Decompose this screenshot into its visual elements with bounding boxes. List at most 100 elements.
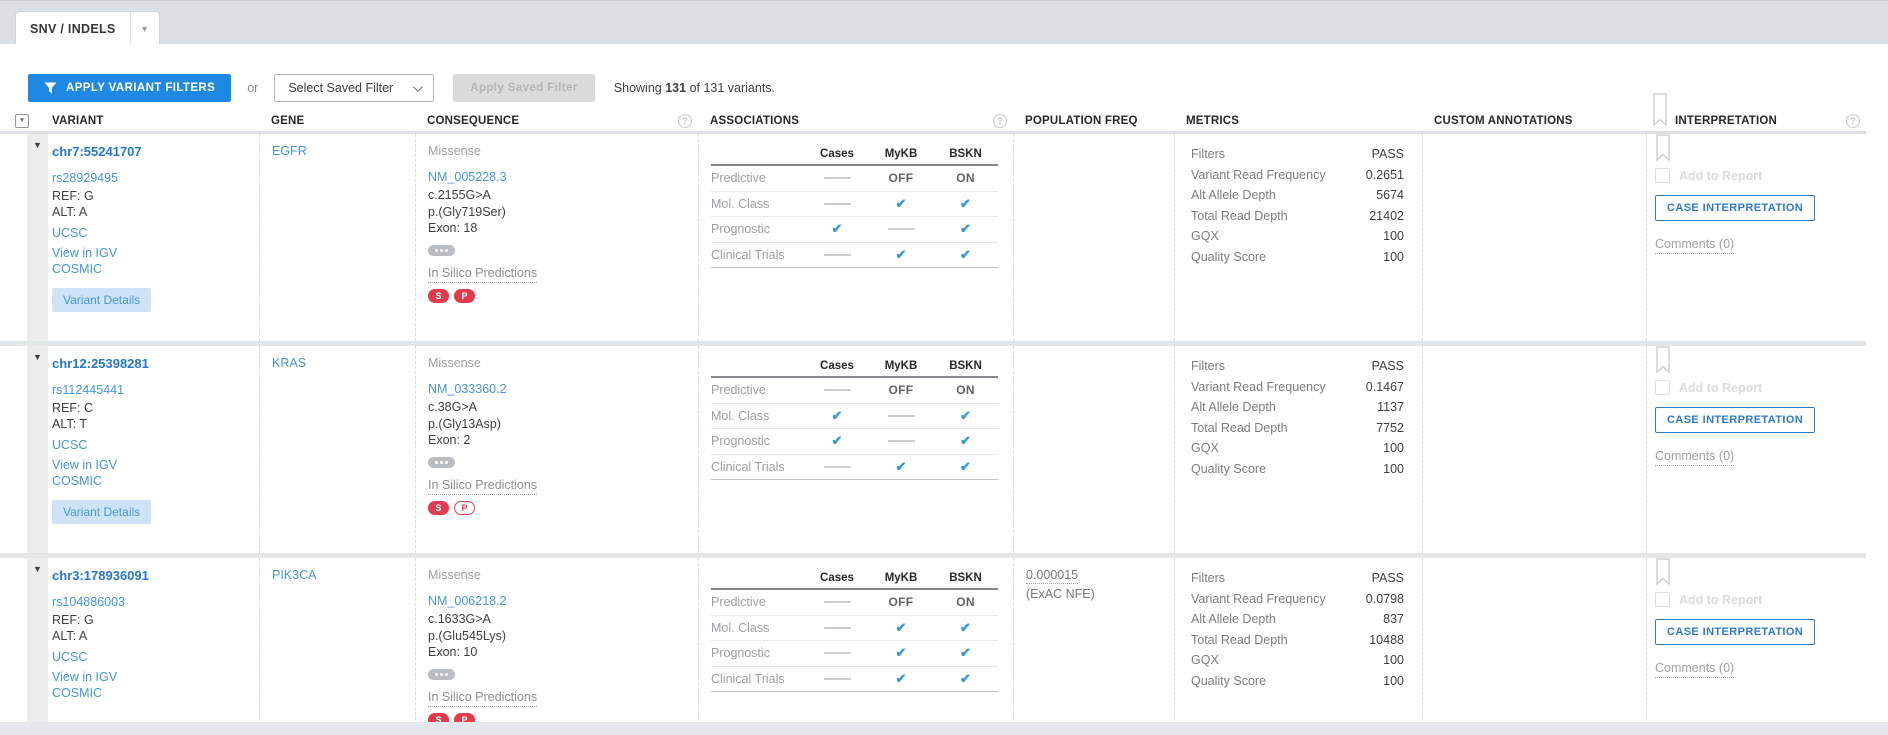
variant-details-button[interactable]: Variant Details <box>52 500 152 524</box>
transcript-link[interactable]: NM_006218.2 <box>428 594 507 608</box>
row-expander-strip[interactable]: ▼ <box>27 346 48 553</box>
prediction-badge-s[interactable]: S <box>428 288 449 303</box>
prediction-badge-p[interactable]: P <box>454 288 475 303</box>
cosmic-link[interactable]: COSMIC <box>52 262 102 276</box>
prediction-badge-s[interactable]: S <box>428 712 449 722</box>
collapse-arrow-icon[interactable]: ▼ <box>33 564 42 574</box>
apply-variant-filters-button[interactable]: APPLY VARIANT FILTERS <box>28 74 232 102</box>
dash-icon <box>823 177 851 180</box>
more-options-icon[interactable] <box>428 668 455 680</box>
select-all-dropdown-checkbox[interactable]: ▼ <box>15 113 29 128</box>
in-silico-predictions-link[interactable]: In Silico Predictions <box>428 690 538 707</box>
variant-alt: ALT: A <box>52 205 88 219</box>
variant-locus-link[interactable]: chr7:55241707 <box>52 144 142 159</box>
metrics-cell: Filters PASS Variant Read Frequency 0.1467 A… <box>1174 346 1422 553</box>
metric-line: Total Read Depth 21402 <box>1191 206 1404 227</box>
bookmark-icon[interactable] <box>1652 92 1668 127</box>
filter-bar: APPLY VARIANT FILTERS or Select Saved Fi… <box>28 74 775 102</box>
comments-link[interactable]: Comments (0) <box>1655 237 1735 254</box>
variant-rsid-link[interactable]: rs104886003 <box>52 595 125 609</box>
bookmark-icon[interactable] <box>1655 558 1671 586</box>
view-in-igv-link[interactable]: View in IGV <box>52 670 118 684</box>
add-to-report-checkbox[interactable] <box>1655 168 1670 183</box>
more-options-icon[interactable] <box>428 244 455 256</box>
variant-rsid-link[interactable]: rs112445441 <box>52 383 125 397</box>
tab-snv-indels[interactable]: SNV / INDELS ▼ <box>15 11 160 45</box>
gene-link[interactable]: PIK3CA <box>272 568 317 582</box>
column-header-interpretation: INTERPRETATION ? <box>1646 92 1866 128</box>
bookmark-icon[interactable] <box>1655 346 1671 374</box>
prediction-badge-p[interactable]: P <box>454 712 475 722</box>
prediction-badge-p[interactable]: P <box>454 500 475 515</box>
metric-value: 100 <box>1383 249 1404 264</box>
case-interpretation-button[interactable]: CASE INTERPRETATION <box>1655 619 1816 645</box>
assoc-row: Mol. Class ✔ ✔ <box>711 192 998 217</box>
help-icon[interactable]: ? <box>1846 113 1860 128</box>
gene-link[interactable]: EGFR <box>272 144 307 158</box>
toggle-state-label: ON <box>956 383 975 398</box>
table-row: ▼ chr12:25398281 rs112445441 REF: C ALT:… <box>0 346 1866 553</box>
comments-link[interactable]: Comments (0) <box>1655 661 1735 678</box>
gene-link[interactable]: KRAS <box>272 356 307 370</box>
metrics-cell: Filters PASS Variant Read Frequency 0.2651 A… <box>1174 134 1422 341</box>
in-silico-predictions-link[interactable]: In Silico Predictions <box>428 266 538 283</box>
check-icon: ✔ <box>960 221 971 237</box>
column-header-associations: ASSOCIATIONS ? <box>698 113 1013 128</box>
check-icon: ✔ <box>895 195 907 211</box>
variant-rsid-link[interactable]: rs28929495 <box>52 171 119 185</box>
collapse-arrow-icon[interactable]: ▼ <box>33 140 42 150</box>
view-in-igv-link[interactable]: View in IGV <box>52 246 118 260</box>
metric-value: 100 <box>1383 229 1404 244</box>
row-expander-strip[interactable]: ▼ <box>27 134 48 341</box>
bookmark-icon[interactable] <box>1655 134 1671 162</box>
prediction-badge-s[interactable]: S <box>428 500 449 515</box>
column-header-population-freq: POPULATION FREQ <box>1025 114 1138 127</box>
help-icon[interactable]: ? <box>678 113 692 128</box>
ucsc-link[interactable]: UCSC <box>52 226 88 240</box>
consequence-type: Missense <box>428 356 481 370</box>
apply-saved-filter-button[interactable]: Apply Saved Filter <box>453 74 595 102</box>
variant-locus-link[interactable]: chr12:25398281 <box>52 356 149 371</box>
assoc-column-header: Cases <box>820 572 854 584</box>
assoc-row-label: Prognostic <box>711 434 771 449</box>
transcript-link[interactable]: NM_033360.2 <box>428 382 507 396</box>
add-to-report-checkbox[interactable] <box>1655 380 1670 395</box>
saved-filter-select[interactable]: Select Saved Filter <box>274 74 435 102</box>
assoc-column-header: Cases <box>820 148 854 160</box>
case-interpretation-button[interactable]: CASE INTERPRETATION <box>1655 195 1816 221</box>
consequence-cell: Missense NM_006218.2 c.1633G>A p.(Glu545… <box>415 558 698 722</box>
add-to-report-checkbox[interactable] <box>1655 592 1670 607</box>
protein-change: p.(Gly719Ser) <box>428 204 506 219</box>
dash-icon <box>887 440 915 443</box>
help-icon[interactable]: ? <box>993 113 1007 128</box>
metric-line: Filters PASS <box>1191 144 1404 165</box>
case-interpretation-button[interactable]: CASE INTERPRETATION <box>1655 407 1816 433</box>
check-icon: ✔ <box>960 195 971 211</box>
metric-value: PASS <box>1371 571 1404 586</box>
population-freq-value[interactable]: 0.000015 <box>1026 568 1079 584</box>
ucsc-link[interactable]: UCSC <box>52 650 88 664</box>
in-silico-predictions-link[interactable]: In Silico Predictions <box>428 478 538 495</box>
more-options-icon[interactable] <box>428 456 455 468</box>
row-expander-strip[interactable]: ▼ <box>27 558 48 722</box>
exon-number: Exon: 10 <box>428 645 478 659</box>
tab-dropdown-button[interactable]: ▼ <box>129 12 159 45</box>
cosmic-link[interactable]: COSMIC <box>52 474 102 488</box>
interpretation-cell: Add to Report CASE INTERPRETATION Commen… <box>1646 558 1866 722</box>
assoc-column-header: MyKB <box>884 360 918 372</box>
dash-icon <box>823 389 851 392</box>
ucsc-link[interactable]: UCSC <box>52 438 88 452</box>
variant-locus-link[interactable]: chr3:178936091 <box>52 568 149 583</box>
collapse-arrow-icon[interactable]: ▼ <box>33 352 42 362</box>
variant-details-button[interactable]: Variant Details <box>52 288 152 312</box>
transcript-link[interactable]: NM_005228.3 <box>428 170 507 184</box>
consequence-cell: Missense NM_005228.3 c.2155G>A p.(Gly719… <box>415 134 698 341</box>
custom-annotations-cell <box>1422 558 1646 722</box>
table-row: ▼ chr7:55241707 rs28929495 REF: G ALT: A… <box>0 134 1866 341</box>
assoc-row-label: Prognostic <box>711 646 771 661</box>
metric-line: Alt Allele Depth 1137 <box>1191 397 1404 418</box>
view-in-igv-link[interactable]: View in IGV <box>52 458 118 472</box>
comments-link[interactable]: Comments (0) <box>1655 449 1735 466</box>
cosmic-link[interactable]: COSMIC <box>52 686 102 700</box>
